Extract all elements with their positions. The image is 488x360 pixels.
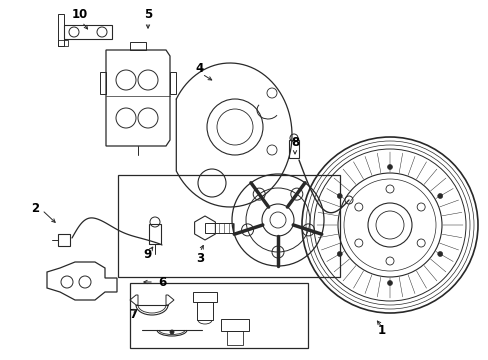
Bar [100,72,106,94]
Circle shape [170,330,174,334]
Bar [170,72,176,94]
Bar [149,224,161,244]
Bar [58,234,70,246]
Bar [221,319,248,331]
Bar [58,40,68,46]
Text: 8: 8 [290,136,299,149]
Circle shape [386,165,392,170]
Bar [226,331,243,345]
Bar [58,14,64,46]
Circle shape [437,252,442,256]
Text: 9: 9 [143,248,152,261]
Text: 10: 10 [72,9,88,22]
Text: 6: 6 [158,275,166,288]
Bar [64,25,112,39]
Text: 1: 1 [377,324,385,337]
Bar [118,175,339,277]
Text: 2: 2 [31,202,39,215]
Text: 7: 7 [129,309,137,321]
Bar [197,302,213,320]
Bar [204,223,232,233]
Text: 4: 4 [196,62,203,75]
Circle shape [337,252,342,256]
Bar [130,42,146,50]
Text: 3: 3 [196,252,203,265]
Circle shape [337,194,342,198]
Circle shape [437,193,442,198]
Text: 5: 5 [143,9,152,22]
Bar [288,140,298,158]
Circle shape [386,280,392,285]
Bar [193,292,217,302]
Bar [130,283,307,348]
